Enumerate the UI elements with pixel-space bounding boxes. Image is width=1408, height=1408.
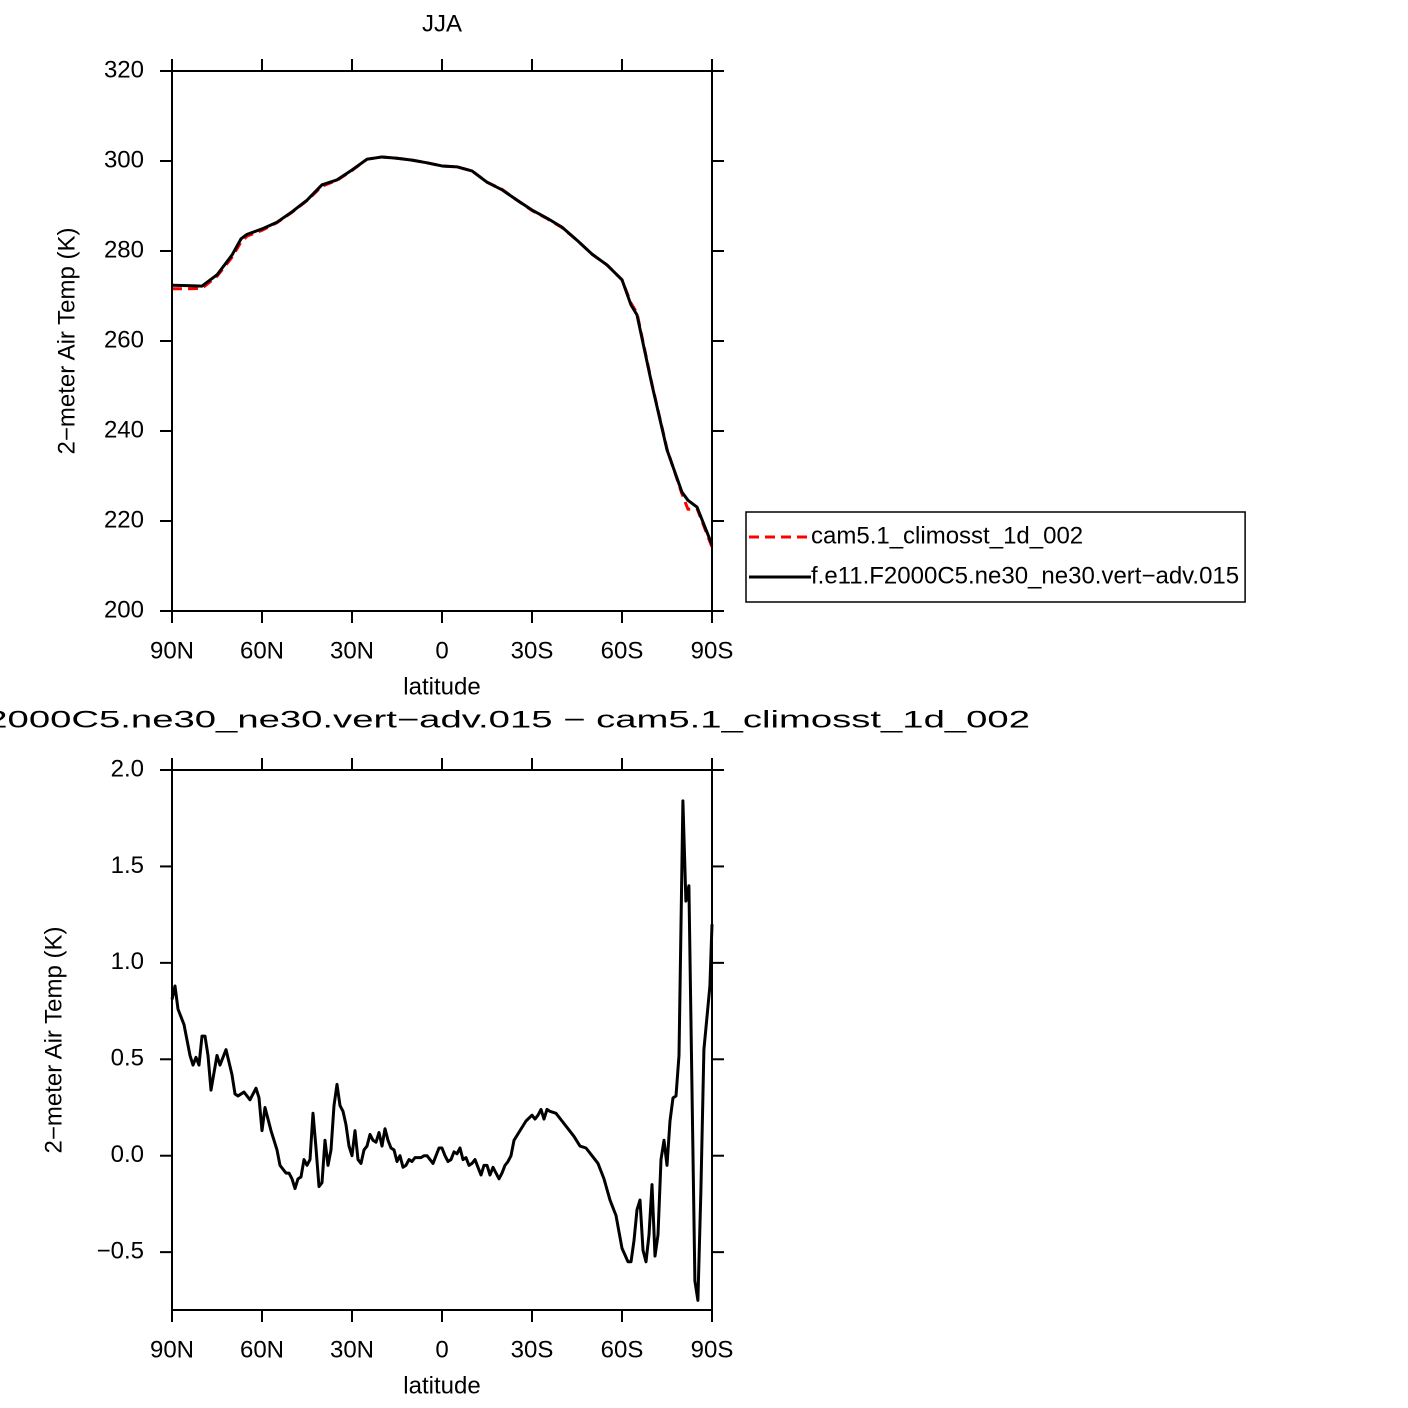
- x-tick-label: 0: [435, 1336, 448, 1363]
- legend-box: [745, 511, 1246, 603]
- x-tick-label: 30N: [330, 1336, 374, 1363]
- y-tick-label: 220: [104, 506, 144, 533]
- x-tick-label: 0: [435, 637, 448, 664]
- y-tick-label: 2.0: [111, 755, 144, 782]
- legend-label: f.e11.F2000C5.ne30_ne30.vert−adv.015: [811, 562, 1239, 589]
- legend: cam5.1_climosst_1d_002 f.e11.F2000C5.ne30…: [745, 511, 1246, 603]
- x-tick-label: 60S: [601, 637, 644, 664]
- x-tick-label: 90S: [691, 637, 734, 664]
- x-axis-label: latitude: [403, 673, 480, 700]
- x-tick-label: 90S: [691, 1336, 734, 1363]
- y-tick-label: 260: [104, 326, 144, 353]
- plot-frame: [171, 769, 713, 1311]
- data-line: [172, 155, 714, 548]
- y-tick-label: 0.0: [111, 1141, 144, 1168]
- data-line: [171, 155, 714, 546]
- data-line: [170, 799, 714, 1302]
- legend-label: cam5.1_climosst_1d_002: [811, 522, 1083, 549]
- y-tick-label: 300: [104, 146, 144, 173]
- x-axis-label: latitude: [403, 1372, 480, 1399]
- y-tick-label: 1.5: [111, 852, 144, 879]
- x-tick-label: 90N: [150, 637, 194, 664]
- x-tick-label: 60N: [240, 637, 284, 664]
- y-tick-label: 200: [104, 596, 144, 623]
- y-axis-label: 2−meter Air Temp (K): [53, 228, 80, 455]
- y-tick-label: 1.0: [111, 948, 144, 975]
- plot-frame: [171, 70, 713, 612]
- y-tick-label: −0.5: [97, 1237, 144, 1264]
- x-tick-label: 30S: [511, 1336, 554, 1363]
- chart-title: f.e11.F2000C5.ne30_ne30.vert−adv.015 − c…: [0, 706, 1030, 733]
- chart-title: JJA: [422, 10, 462, 37]
- y-axis-label: 2−meter Air Temp (K): [40, 927, 67, 1154]
- y-tick-label: 280: [104, 236, 144, 263]
- x-tick-label: 90N: [150, 1336, 194, 1363]
- x-tick-label: 30S: [511, 637, 554, 664]
- x-tick-label: 60N: [240, 1336, 284, 1363]
- y-tick-label: 0.5: [111, 1045, 144, 1072]
- x-tick-label: 30N: [330, 637, 374, 664]
- x-tick-label: 60S: [601, 1336, 644, 1363]
- y-tick-label: 240: [104, 416, 144, 443]
- y-tick-label: 320: [104, 56, 144, 83]
